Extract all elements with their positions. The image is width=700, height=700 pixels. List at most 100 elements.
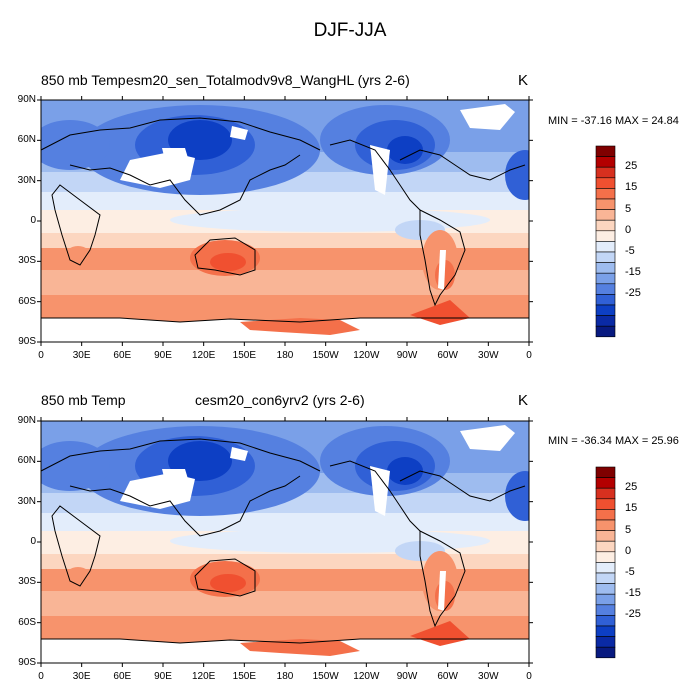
colorbar-label: 25 — [625, 160, 638, 173]
lon-tick-label: 0 — [38, 671, 44, 682]
lat-tick-label: 30S — [18, 576, 36, 588]
colorbar-label: -25 — [625, 287, 641, 300]
panel1-left-label: 850 mb Temp — [41, 72, 126, 88]
panel2-map — [41, 421, 529, 663]
lat-tick-label: 90S — [18, 336, 36, 347]
panel1-center-label: esm20_sen_Totalmodv9v8_WangHL (yrs 2-6) — [126, 72, 410, 88]
panel1-coastlines — [41, 117, 529, 323]
colorbar-label: -15 — [625, 587, 641, 600]
lat-tick-label: 60N — [17, 134, 36, 146]
colorbar-swatch — [595, 241, 616, 253]
lon-tick-label: 150E — [232, 350, 256, 361]
lon-tick-label: 90E — [154, 350, 172, 361]
colorbar-swatch — [595, 230, 616, 242]
colorbar-swatch — [595, 188, 616, 200]
lat-tick-label: 30N — [17, 495, 36, 507]
colorbar-swatch — [595, 646, 616, 659]
colorbar-swatch — [595, 156, 616, 168]
colorbar-label: -25 — [625, 608, 641, 621]
colorbar-swatch — [595, 572, 616, 584]
lon-tick-label: 150W — [312, 671, 339, 682]
colorbar-label: 0 — [625, 223, 632, 236]
colorbar-swatch — [595, 615, 616, 627]
colorbar-swatch — [595, 177, 616, 189]
colorbar-swatch — [595, 593, 616, 606]
lon-tick-label: 90W — [396, 350, 418, 361]
panel1-colorbar — [595, 145, 616, 338]
figure-title: DJF-JJA — [313, 20, 387, 41]
lon-tick-label: 30W — [478, 350, 499, 361]
lon-tick-label: 0 — [526, 350, 532, 361]
colorbar-label: 5 — [625, 202, 632, 215]
lon-tick-label: 180 — [276, 350, 294, 361]
colorbar-swatch — [595, 262, 616, 274]
lon-tick-label: 0 — [526, 671, 532, 682]
lon-tick-label: 30E — [72, 350, 91, 361]
colorbar-swatch — [595, 540, 616, 553]
colorbar-label: -15 — [625, 266, 641, 279]
colorbar-swatch — [595, 562, 616, 574]
panel2-left-label: 850 mb Temp — [41, 392, 126, 408]
lon-tick-label: 120W — [353, 350, 380, 361]
colorbar-swatch — [595, 530, 616, 542]
colorbar-swatch — [595, 636, 616, 648]
colorbar-swatch — [595, 294, 616, 306]
lon-tick-label: 30W — [478, 671, 499, 682]
colorbar-swatch — [595, 209, 616, 221]
colorbar-swatch — [595, 325, 616, 338]
panel2-colorbar — [595, 466, 616, 659]
panel2-unit: K — [518, 392, 529, 409]
lat-tick-label: 30S — [18, 255, 36, 267]
lon-tick-label: 60W — [437, 350, 458, 361]
panel1-unit: K — [518, 72, 529, 89]
colorbar-swatch — [595, 145, 616, 157]
colorbar-label: 5 — [625, 523, 632, 536]
colorbar-swatch — [595, 304, 616, 316]
lon-tick-label: 180 — [276, 671, 294, 682]
panel1-minmax: MIN = -37.16 MAX = 24.84 — [548, 115, 679, 127]
lon-tick-label: 120E — [191, 671, 216, 682]
colorbar-label: 15 — [625, 181, 638, 194]
colorbar-swatch — [595, 283, 616, 295]
colorbar-swatch — [595, 315, 616, 327]
colorbar-swatch — [595, 519, 616, 531]
lon-tick-label: 30E — [72, 671, 91, 682]
lon-tick-label: 150E — [232, 671, 256, 682]
lat-tick-label: 60S — [18, 616, 36, 628]
colorbar-label: 0 — [625, 544, 632, 557]
lat-tick-label: 60S — [18, 295, 36, 307]
axis-tick-marks — [37, 96, 533, 667]
lon-tick-label: 90W — [396, 671, 418, 682]
lat-tick-label: 0 — [30, 536, 36, 547]
lon-tick-label: 60W — [437, 671, 458, 682]
colorbar-label: -5 — [625, 566, 635, 578]
colorbar-swatch — [595, 251, 616, 263]
colorbar-swatch — [595, 166, 616, 179]
lat-tick-label: 0 — [30, 215, 36, 226]
panel2-minmax: MIN = -36.34 MAX = 25.96 — [548, 435, 679, 447]
lat-tick-label: 90N — [17, 94, 36, 105]
colorbar-swatch — [595, 583, 616, 595]
colorbar-swatch — [595, 604, 616, 616]
colorbar-swatch — [595, 487, 616, 500]
lat-tick-label: 90N — [17, 415, 36, 426]
colorbar-label: -5 — [625, 245, 635, 257]
colorbar-swatch — [595, 198, 616, 210]
lon-tick-label: 90E — [154, 671, 172, 682]
colorbar-swatch — [595, 466, 616, 478]
lat-tick-label: 30N — [17, 174, 36, 186]
panel1-map — [41, 100, 529, 342]
colorbar-label: 25 — [625, 481, 638, 494]
lon-tick-label: 150W — [312, 350, 339, 361]
colorbar-swatch — [595, 625, 616, 637]
lon-tick-label: 120E — [191, 350, 216, 361]
colorbar-label: 15 — [625, 502, 638, 515]
panel2-coastlines — [41, 438, 529, 644]
lon-tick-label: 0 — [38, 350, 44, 361]
lon-tick-label: 60E — [113, 671, 132, 682]
colorbar-swatch — [595, 477, 616, 489]
colorbar-swatch — [595, 509, 616, 521]
lat-tick-label: 90S — [18, 657, 36, 668]
colorbar-swatch — [595, 551, 616, 563]
